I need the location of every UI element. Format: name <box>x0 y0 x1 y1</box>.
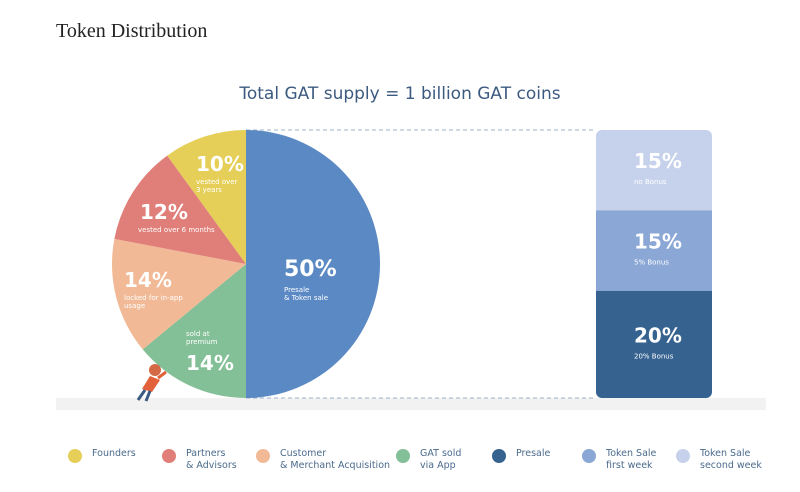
token-distribution-chart: 50% Presale & Token sale 14% sold at premium 1… <box>56 129 766 410</box>
chart-title: Total GAT supply = 1 billion GAT coins <box>239 84 561 104</box>
legend-swatch <box>492 449 506 463</box>
bar-value-label: 15% <box>634 230 682 254</box>
bar-value-label: 15% <box>634 149 682 173</box>
pie-note-label: sold at premium <box>186 330 218 346</box>
bar-value-label: 20% <box>634 323 682 347</box>
legend-item: GAT sold via App <box>396 448 461 472</box>
legend-label: Founders <box>92 448 136 459</box>
bar-segment-token-sale-second-week <box>596 130 712 211</box>
legend-label: Customer & Merchant Acquisition <box>280 448 391 471</box>
person-illustration <box>136 364 167 402</box>
pie-slice-gat-sold-via-app <box>142 264 246 398</box>
pie-slice-partners-advisors <box>114 155 246 264</box>
pie-value-label: 10% <box>196 152 244 176</box>
stacked-bar: 15% no Bonus 15% 5% Bonus 20% 20% Bonus <box>596 130 712 398</box>
bar-note-label: 5% Bonus <box>634 259 669 267</box>
pie-chart: 50% Presale & Token sale 14% sold at premium 1… <box>112 130 380 398</box>
bar-note-label: no Bonus <box>634 178 667 186</box>
legend-item: Token Sale first week <box>582 448 656 472</box>
legend-label: GAT sold via App <box>420 448 462 471</box>
pie-value-label: 14% <box>124 268 172 292</box>
legend-label: Presale <box>516 448 551 459</box>
legend-item: Founders <box>68 448 136 463</box>
legend-label: Token Sale second week <box>700 448 762 471</box>
pie-value-label: 14% <box>186 351 234 375</box>
legend-swatch <box>68 449 82 463</box>
pie-note-label: Presale & Token sale <box>284 286 328 302</box>
pie-note-label: vested over 6 months <box>138 226 215 234</box>
legend-swatch <box>676 449 690 463</box>
pie-value-label: 50% <box>284 257 337 282</box>
pie-note-label: locked for in-app usage <box>124 294 183 310</box>
bar-segment-presale <box>596 290 712 398</box>
bar-segment-token-sale-first-week <box>596 210 712 291</box>
legend-label: Partners & Advisors <box>186 448 237 471</box>
legend-item: Token Sale second week <box>676 448 762 472</box>
legend-swatch <box>582 449 596 463</box>
legend-swatch <box>256 449 270 463</box>
pie-slice-customer-merchant-acquisition <box>112 238 246 350</box>
ground-strip <box>56 398 766 410</box>
legend-item: Partners & Advisors <box>162 448 237 472</box>
page-title: Token Distribution <box>56 20 208 42</box>
pie-value-label: 12% <box>140 200 188 224</box>
pie-note-label: vested over 3 years <box>196 178 238 194</box>
legend-label: Token Sale first week <box>606 448 657 471</box>
legend-item: Customer & Merchant Acquisition <box>256 448 390 472</box>
legend-item: Presale <box>492 448 550 463</box>
pie-slice-founders <box>167 130 246 264</box>
legend-swatch <box>162 449 176 463</box>
pie-slice-presale <box>246 130 380 398</box>
legend-swatch <box>396 449 410 463</box>
legend: Founders Partners & Advisors Customer & Me… <box>68 448 788 484</box>
bar-note-label: 20% Bonus <box>634 352 674 360</box>
